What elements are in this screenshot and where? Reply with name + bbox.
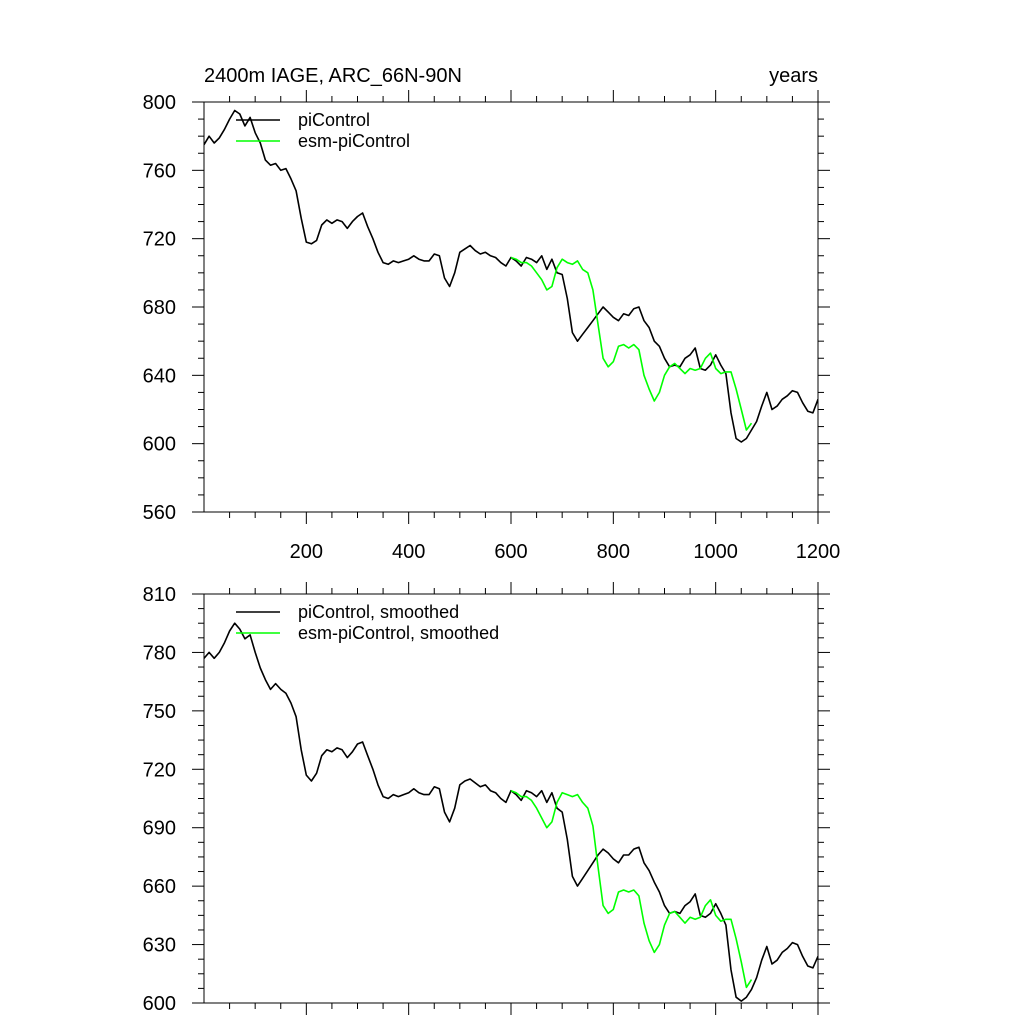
- panel1-y-tick-label: 680: [143, 297, 176, 319]
- panel1-y-tick-label: 560: [143, 502, 176, 524]
- panel1-series-esm-picontrol-line: [510, 256, 753, 431]
- panel1-y-tick-label: 720: [143, 229, 176, 251]
- panel1-y-tick-label: 640: [143, 365, 176, 387]
- panel1-legend-label: piControl: [298, 110, 370, 130]
- panel2-y-tick-label: 750: [143, 701, 176, 723]
- panel2-legend-label: piControl, smoothed: [298, 602, 459, 622]
- panel1-x-tick-label: 800: [597, 541, 630, 563]
- panel2-y-tick-label: 720: [143, 759, 176, 781]
- panel2-y-tick-label: 690: [143, 818, 176, 840]
- panel2-y-tick-label: 780: [143, 642, 176, 664]
- panel1-y-tick-label: 800: [143, 92, 176, 114]
- panel1-x-tick-label: 1000: [693, 541, 738, 563]
- panel1-units-label: years: [769, 65, 818, 87]
- panel1-x-tick-label: 200: [290, 541, 323, 563]
- panel2-y-tick-label: 810: [143, 584, 176, 606]
- panel2-plot-frame: [203, 593, 819, 1004]
- panel1-x-tick-label: 1200: [796, 541, 841, 563]
- panel1-y-tick-label: 760: [143, 160, 176, 182]
- panel2-y-tick-label: 660: [143, 876, 176, 898]
- panel1-x-tick-label: 400: [392, 541, 425, 563]
- panel2-legend-label: esm-piControl, smoothed: [298, 623, 499, 643]
- panel2-y-tick-label: 600: [143, 993, 176, 1015]
- panel1-title: 2400m IAGE, ARC_66N-90N: [204, 65, 462, 87]
- panel1-y-tick-label: 600: [143, 434, 176, 456]
- panel1-x-tick-label: 600: [494, 541, 527, 563]
- panel2-series-esm-picontrol-line: [510, 789, 753, 989]
- panel1-plot-frame: [203, 101, 819, 513]
- panel2-y-tick-label: 630: [143, 935, 176, 957]
- panel1-series-picontrol-line: [204, 109, 818, 443]
- panel1-legend-label: esm-piControl: [298, 131, 410, 151]
- panel2-series-picontrol-line: [204, 622, 818, 1002]
